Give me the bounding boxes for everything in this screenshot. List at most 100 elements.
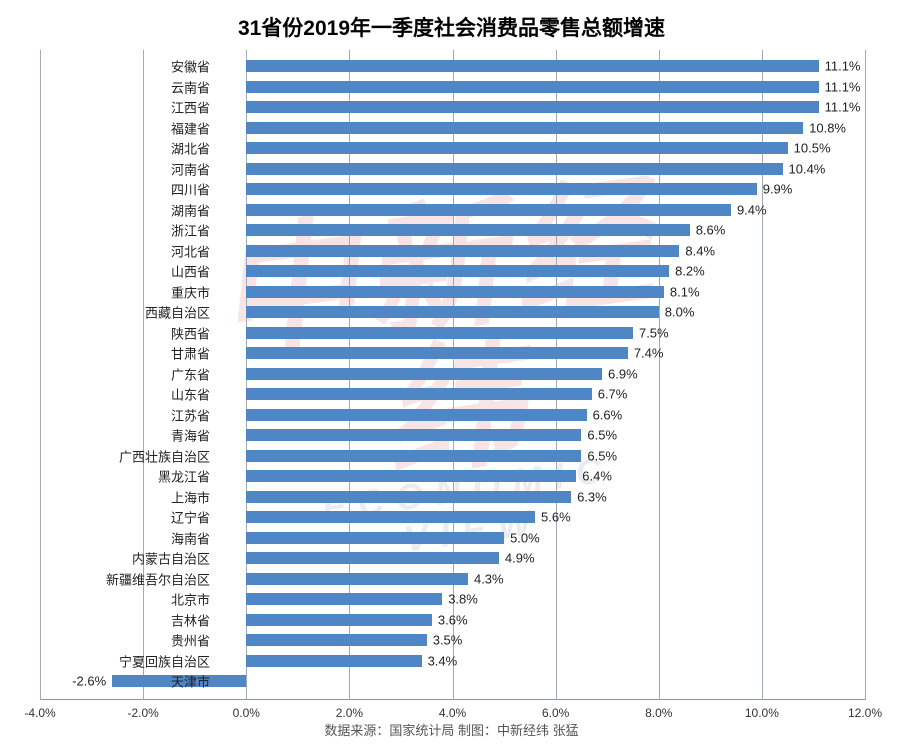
bar [246, 286, 664, 298]
bar-value-label: 4.9% [505, 551, 535, 566]
bar [246, 224, 689, 236]
bar-value-label: -2.6% [72, 674, 106, 689]
y-category-label: 吉林省 [171, 610, 210, 629]
bar-value-label: 11.1% [825, 59, 861, 74]
y-category-label: 宁夏回族自治区 [119, 651, 210, 670]
bar [246, 429, 581, 441]
bar-value-label: 4.3% [474, 571, 504, 586]
bar-value-label: 11.1% [825, 79, 861, 94]
x-tick-label: 6.0% [542, 706, 569, 720]
bar [246, 101, 818, 113]
bar-value-label: 8.1% [670, 284, 700, 299]
y-category-label: 河北省 [171, 241, 210, 260]
y-category-label: 广东省 [171, 364, 210, 383]
bar-value-label: 6.7% [598, 387, 628, 402]
y-category-label: 青海省 [171, 426, 210, 445]
x-tick-label: -2.0% [127, 706, 158, 720]
y-category-label: 广西壮族自治区 [119, 446, 210, 465]
bar [246, 81, 818, 93]
bar [246, 327, 633, 339]
x-tick-label: 2.0% [336, 706, 363, 720]
bar-value-label: 8.2% [675, 264, 705, 279]
chart-title: 31省份2019年一季度社会消费品零售总额增速 [0, 12, 903, 42]
bar [246, 655, 421, 667]
y-category-label: 黑龙江省 [158, 467, 210, 486]
y-category-label: 陕西省 [171, 323, 210, 342]
bar [246, 122, 803, 134]
y-category-label: 江苏省 [171, 405, 210, 424]
chart-container: 中新经纬 ECONOMIC VIEW 31省份2019年一季度社会消费品零售总额… [0, 0, 903, 751]
bar [246, 204, 731, 216]
bar [246, 552, 499, 564]
bar-value-label: 6.4% [582, 469, 612, 484]
bar-value-label: 7.5% [639, 325, 669, 340]
y-category-label: 安徽省 [171, 57, 210, 76]
y-category-label: 北京市 [171, 590, 210, 609]
bar-value-label: 10.8% [809, 120, 846, 135]
bar [246, 573, 468, 585]
y-category-label: 浙江省 [171, 221, 210, 240]
bar-value-label: 9.9% [763, 182, 793, 197]
x-tick-label: 12.0% [848, 706, 882, 720]
x-tick-label: 0.0% [233, 706, 260, 720]
y-category-label: 湖北省 [171, 139, 210, 158]
y-category-label: 甘肃省 [171, 344, 210, 363]
grid-line [865, 50, 866, 700]
bar [246, 614, 432, 626]
grid-line [40, 50, 41, 700]
bar-value-label: 8.6% [696, 223, 726, 238]
bar [246, 163, 782, 175]
bar-value-label: 11.1% [825, 100, 861, 115]
bar-value-label: 5.6% [541, 510, 571, 525]
y-category-label: 贵州省 [171, 631, 210, 650]
bar [246, 470, 576, 482]
bar [246, 511, 535, 523]
bar-value-label: 6.5% [587, 448, 617, 463]
x-tick-label: 4.0% [439, 706, 466, 720]
bar-value-label: 9.4% [737, 202, 767, 217]
bar-value-label: 8.4% [685, 243, 715, 258]
y-category-label: 上海市 [171, 487, 210, 506]
bar [246, 245, 679, 257]
bar-value-label: 3.4% [428, 653, 458, 668]
bar-value-label: 6.9% [608, 366, 638, 381]
x-tick-label: 8.0% [645, 706, 672, 720]
y-category-label: 四川省 [171, 180, 210, 199]
bar [246, 409, 586, 421]
bar [246, 183, 756, 195]
chart-footer: 数据来源：国家统计局 制图：中新经纬 张猛 [0, 720, 903, 739]
bar-value-label: 10.5% [794, 141, 831, 156]
bar-value-label: 10.4% [789, 161, 826, 176]
bar [246, 306, 659, 318]
bar [246, 491, 571, 503]
y-category-label: 湖南省 [171, 200, 210, 219]
bar [246, 634, 426, 646]
bar-value-label: 6.6% [593, 407, 623, 422]
y-category-label: 云南省 [171, 77, 210, 96]
grid-line [143, 50, 144, 700]
x-tick-label: -4.0% [24, 706, 55, 720]
bar [246, 347, 628, 359]
bar [246, 450, 581, 462]
y-category-label: 福建省 [171, 118, 210, 137]
y-category-label: 山西省 [171, 262, 210, 281]
bar-value-label: 8.0% [665, 305, 695, 320]
y-category-label: 内蒙古自治区 [132, 549, 210, 568]
y-category-label: 山东省 [171, 385, 210, 404]
plot-area: -4.0%-2.0%0.0%2.0%4.0%6.0%8.0%10.0%12.0%… [40, 50, 865, 700]
bar [246, 368, 602, 380]
y-category-label: 西藏自治区 [145, 303, 210, 322]
bar-value-label: 7.4% [634, 346, 664, 361]
bar-value-label: 6.5% [587, 428, 617, 443]
bar-value-label: 5.0% [510, 530, 540, 545]
bar [246, 142, 787, 154]
y-category-label: 海南省 [171, 528, 210, 547]
bar [246, 532, 504, 544]
y-category-label: 江西省 [171, 98, 210, 117]
x-tick-label: 10.0% [745, 706, 779, 720]
y-category-label: 重庆市 [171, 282, 210, 301]
y-category-label: 新疆维吾尔自治区 [106, 569, 210, 588]
bar-value-label: 3.8% [448, 592, 478, 607]
y-category-label: 辽宁省 [171, 508, 210, 527]
bar [246, 388, 591, 400]
